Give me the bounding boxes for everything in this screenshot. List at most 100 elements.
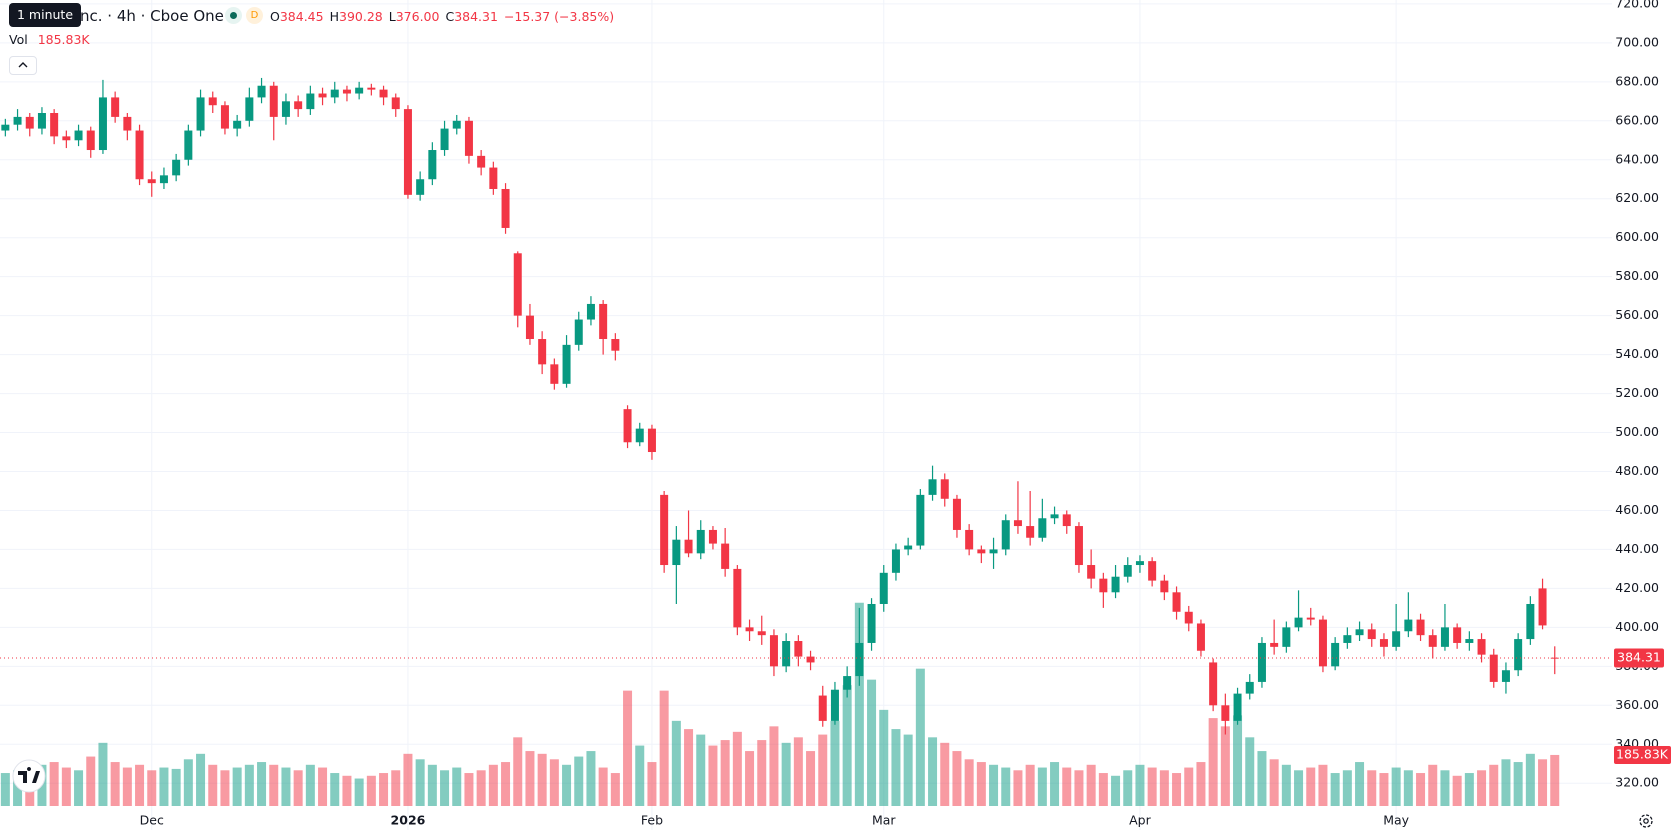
candle-body [550,364,559,384]
volume-bar [867,679,877,806]
candle-body [50,113,59,137]
volume-bar [1269,759,1279,806]
volume-tag-label: 185.83K [1616,746,1669,761]
candle-body [599,303,608,340]
candle-body [513,253,522,316]
volume-bar [1135,764,1145,806]
candle-body [1087,565,1096,579]
ohlc-key: H [329,9,339,24]
volume-bar [1062,767,1072,806]
x-tick-label: Feb [641,813,663,828]
collapse-button[interactable] [9,56,37,75]
volume-bar [1440,770,1450,806]
candle-body [1074,526,1083,566]
candle-body [867,603,876,643]
candle-body [660,494,669,566]
candle-body [1038,518,1047,538]
candle-body [916,494,925,546]
candle-body [257,85,266,98]
volume-bar [281,767,291,806]
volume-bar [1464,773,1474,806]
ohlc-value: 384.45 [279,9,324,24]
volume-bar [1111,775,1121,806]
candle-body [757,631,766,636]
candle-body [208,97,217,106]
volume-bar [989,764,999,806]
y-tick-label: 460.00 [1615,502,1659,517]
grid [0,0,1612,830]
volume-bar [549,759,559,806]
ohlc-value: 390.28 [339,9,383,24]
settings-icon[interactable] [1639,814,1653,828]
volume-bar [1184,767,1194,806]
candle-body [1209,662,1218,706]
volume-bar [1355,762,1365,806]
delay-badge: D [246,7,263,24]
ohlc-value: 384.31 [454,9,498,24]
volume-bar [1525,753,1535,806]
volume-bar [671,720,681,806]
candle-body [672,539,681,566]
volume-bar [1403,770,1413,806]
volume-bar [1098,773,1108,806]
symbol-title[interactable]: nc. · 4h · Cboe One [80,7,224,25]
gear-inner [1643,818,1649,824]
candle-body [342,89,351,94]
y-tick-label: 720.00 [1615,0,1659,10]
volume-bar [976,762,986,806]
candle-body [1355,629,1364,636]
candle-body [391,97,400,110]
candle-body [977,549,986,554]
candle-body [806,656,815,663]
candle-body [1331,642,1340,667]
volume-bar [891,729,901,806]
volume-bar [122,767,132,806]
volume-bar [781,742,791,806]
candle-body [623,409,632,443]
volume-bar [586,751,596,806]
candle-body [159,175,168,184]
volume-bar [1281,764,1291,806]
volume-bar [269,764,279,806]
volume-name: Vol [9,32,28,47]
volume-bar [110,762,120,806]
candle-body [330,89,339,98]
candle-body [1440,627,1449,647]
candle-body [172,159,181,176]
candle-body [318,93,327,98]
volume-bar [757,740,767,806]
ohlc-readout: O384.45 H390.28 L376.00 C384.31 −15.37 (−3.8… [270,9,614,24]
candle-body [647,428,656,453]
candle-body [745,627,754,632]
volume-bar [318,767,328,806]
candle-body [123,116,132,131]
candle-body [794,641,803,657]
candle-body [782,641,791,667]
status-badges: D [225,7,263,24]
candle-body [1294,617,1303,628]
volume-bar [1001,767,1011,806]
volume-bar [13,770,23,806]
volume-bar [403,753,413,806]
volume-bar [427,764,437,806]
volume-bar [183,759,193,806]
candle-body [1062,514,1071,527]
volume-bar [501,762,511,806]
x-tick-label: Mar [872,813,896,828]
volume-bar [940,742,950,806]
candle-body [452,120,461,129]
candle-body [440,128,449,151]
candle-body [879,572,888,604]
volume-bar [903,734,913,806]
candle-body [721,543,730,569]
candle-body [1514,639,1523,671]
volume-bar [732,731,742,806]
volume-bar [98,742,108,806]
candle-body [379,89,388,98]
volume-bar [159,767,169,806]
volume-bar [635,745,645,806]
candle-body [111,97,120,117]
y-tick-label: 440.00 [1615,541,1659,556]
candle-body [1148,561,1157,581]
volume-bar [86,756,96,806]
